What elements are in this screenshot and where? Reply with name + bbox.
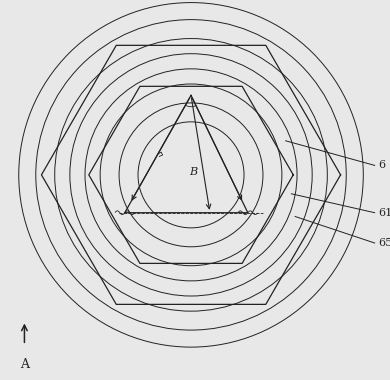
- Text: 6: 6: [378, 160, 386, 170]
- Text: 65: 65: [378, 238, 390, 248]
- Text: B: B: [190, 167, 198, 177]
- Text: 61: 61: [378, 208, 390, 218]
- Text: A: A: [20, 358, 29, 372]
